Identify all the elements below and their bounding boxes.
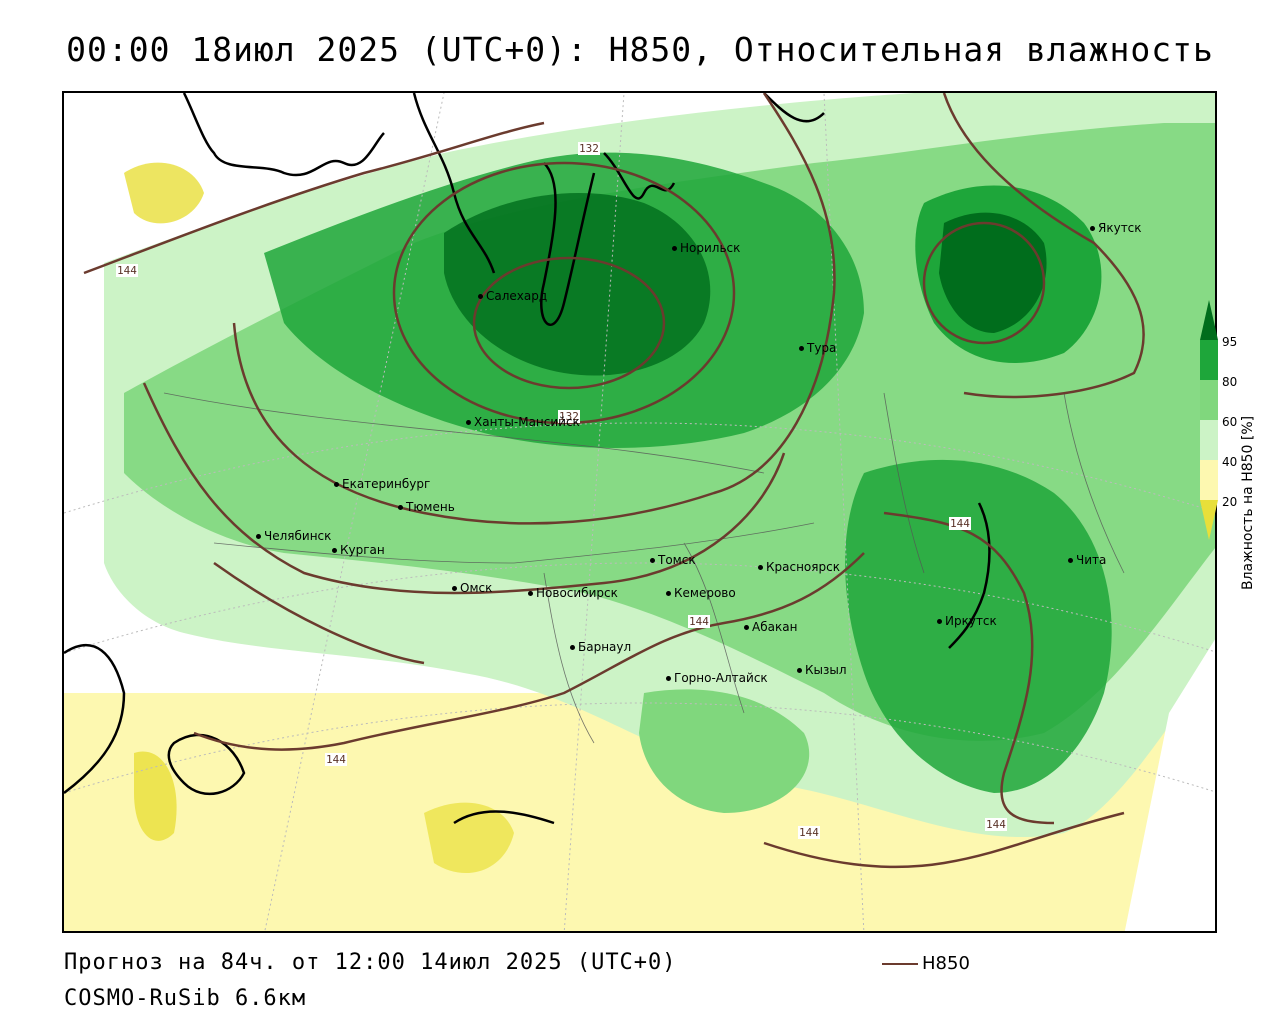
city-name: Барнаул <box>578 640 632 654</box>
map-canvas <box>62 91 1217 933</box>
contour-label: 144 <box>985 818 1007 831</box>
city-name: Екатеринбург <box>342 477 431 491</box>
city-dot-icon <box>797 668 802 673</box>
colorbar-tick: 60 <box>1222 415 1238 429</box>
city-dot-icon <box>570 645 575 650</box>
city-label: Томск <box>650 553 696 567</box>
city-dot-icon <box>666 591 671 596</box>
contour-label: 132 <box>578 142 600 155</box>
forecast-info: Прогноз на 84ч. от 12:00 14июл 2025 (UTC… <box>64 950 677 975</box>
city-label: Омск <box>452 581 492 595</box>
city-dot-icon <box>650 558 655 563</box>
colorbar-tick: 80 <box>1222 375 1238 389</box>
city-name: Новосибирск <box>536 586 618 600</box>
city-dot-icon <box>799 346 804 351</box>
city-name: Курган <box>340 543 385 557</box>
city-label: Чита <box>1068 553 1106 567</box>
city-name: Кемерово <box>674 586 736 600</box>
city-name: Горно-Алтайск <box>674 671 768 685</box>
city-name: Омск <box>460 581 493 595</box>
city-dot-icon <box>528 591 533 596</box>
city-label: Кемерово <box>666 586 736 600</box>
city-label: Абакан <box>744 620 797 634</box>
city-name: Кызыл <box>805 663 847 677</box>
colorbar-swatch <box>1200 460 1218 500</box>
city-dot-icon <box>478 294 483 299</box>
contour-label: 144 <box>325 753 347 766</box>
city-dot-icon <box>666 676 671 681</box>
city-name: Норильск <box>680 241 741 255</box>
city-name: Ханты-Мансийск <box>474 415 580 429</box>
city-name: Салехард <box>486 289 548 303</box>
city-dot-icon <box>672 246 677 251</box>
city-dot-icon <box>1068 558 1073 563</box>
city-dot-icon <box>398 505 403 510</box>
city-label: Салехард <box>478 289 547 303</box>
contour-label: 144 <box>116 264 138 277</box>
city-label: Барнаул <box>570 640 631 654</box>
city-name: Иркутск <box>945 614 997 628</box>
city-dot-icon <box>334 482 339 487</box>
city-name: Чита <box>1076 553 1107 567</box>
colorbar-swatch <box>1200 500 1218 540</box>
city-name: Тюмень <box>406 500 455 514</box>
colorbar-swatch <box>1200 420 1218 460</box>
colorbar-tick: 95 <box>1222 335 1238 349</box>
city-label: Тюмень <box>398 500 455 514</box>
colorbar-tick: 40 <box>1222 455 1238 469</box>
contour-label: 144 <box>949 517 971 530</box>
colorbar-swatch <box>1200 340 1218 380</box>
city-name: Тура <box>807 341 837 355</box>
city-dot-icon <box>1090 226 1095 231</box>
humidity-map <box>64 93 1215 931</box>
colorbar-swatches <box>1200 300 1218 540</box>
contour-label: 144 <box>798 826 820 839</box>
contour-label: 144 <box>688 615 710 628</box>
city-label: Горно-Алтайск <box>666 671 768 685</box>
city-label: Якутск <box>1090 221 1142 235</box>
contour-label: 132 <box>558 410 580 423</box>
city-label: Новосибирск <box>528 586 618 600</box>
city-dot-icon <box>758 565 763 570</box>
city-label: Тура <box>799 341 836 355</box>
city-label: Кызыл <box>797 663 847 677</box>
colorbar-title: Влажность на H850 [%] <box>1240 415 1256 590</box>
city-dot-icon <box>744 625 749 630</box>
city-name: Красноярск <box>766 560 840 574</box>
h850-legend-label: H850 <box>922 953 970 974</box>
city-dot-icon <box>256 534 261 539</box>
city-label: Курган <box>332 543 385 557</box>
colorbar-tick: 20 <box>1222 495 1238 509</box>
city-dot-icon <box>466 420 471 425</box>
city-name: Челябинск <box>264 529 332 543</box>
city-name: Томск <box>658 553 696 567</box>
city-label: Челябинск <box>256 529 331 543</box>
city-label: Норильск <box>672 241 740 255</box>
city-label: Екатеринбург <box>334 477 430 491</box>
humidity-colorbar <box>1200 300 1218 540</box>
city-name: Абакан <box>752 620 798 634</box>
model-info: COSMO-RuSib 6.6км <box>64 986 307 1011</box>
city-label: Иркутск <box>937 614 997 628</box>
city-dot-icon <box>937 619 942 624</box>
city-label: Ханты-Мансийск <box>466 415 580 429</box>
city-name: Якутск <box>1098 221 1142 235</box>
city-dot-icon <box>452 586 457 591</box>
h850-legend-line <box>882 963 918 965</box>
city-label: Красноярск <box>758 560 840 574</box>
map-title: 00:00 18июл 2025 (UTC+0): H850, Относите… <box>66 30 1214 69</box>
colorbar-swatch <box>1200 380 1218 420</box>
city-dot-icon <box>332 548 337 553</box>
colorbar-swatch <box>1200 300 1218 340</box>
